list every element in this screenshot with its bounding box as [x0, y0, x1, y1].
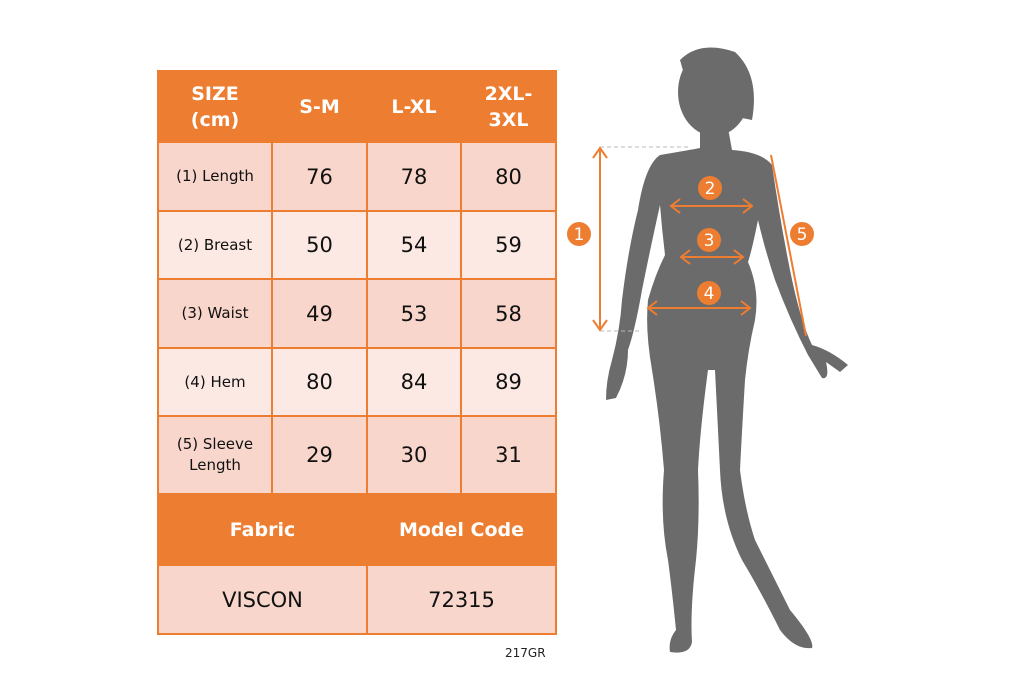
measurement-markers: 1 2 3 4 5: [567, 176, 814, 305]
marker-circle: [698, 176, 722, 200]
fabric-value: VISCON: [157, 564, 368, 635]
size-value: 31: [460, 415, 557, 495]
sleeve-line: [770, 154, 807, 337]
marker-number: 1: [574, 225, 585, 245]
row-label: (4) Hem: [157, 347, 273, 417]
marker-number: 2: [705, 179, 716, 199]
size-value: 80: [271, 347, 368, 417]
size-value: 59: [460, 210, 557, 280]
row-label: (1) Length: [157, 141, 273, 212]
guide-lines: [600, 146, 690, 332]
size-value: 30: [366, 415, 462, 495]
row-label: (2) Breast: [157, 210, 273, 280]
marker-number: 4: [704, 284, 715, 304]
marker-number: 5: [797, 225, 808, 245]
header-cell: 2XL- 3XL: [460, 70, 557, 143]
model-code-value: 72315: [366, 564, 557, 635]
size-value: 84: [366, 347, 462, 417]
silhouette-figure: [606, 47, 848, 653]
marker-circle: [790, 222, 814, 246]
size-value: 29: [271, 415, 368, 495]
size-value: 58: [460, 278, 557, 349]
marker-number: 3: [704, 231, 715, 251]
model-code-header: Model Code: [366, 493, 557, 566]
size-value: 53: [366, 278, 462, 349]
measurement-lines: [592, 146, 807, 337]
row-label: (5) Sleeve Length: [157, 415, 273, 495]
marker-circle: [697, 228, 721, 252]
fabric-header: Fabric: [157, 493, 368, 566]
marker-circle: [697, 281, 721, 305]
size-value: 54: [366, 210, 462, 280]
header-cell: SIZE (cm): [157, 70, 273, 143]
product-code: 217GR: [505, 646, 546, 660]
marker-circle: [567, 222, 591, 246]
